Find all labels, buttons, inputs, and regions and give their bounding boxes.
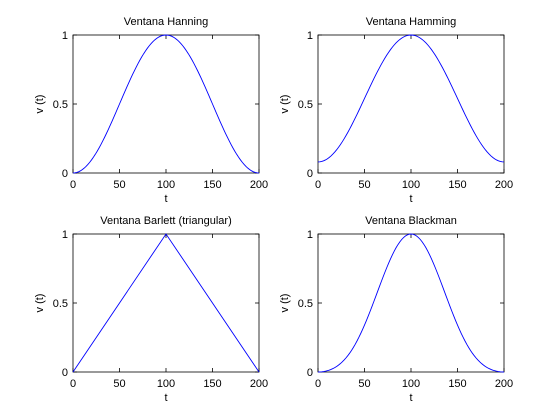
x-tick-label: 200 [495, 378, 513, 390]
x-tick-label: 0 [315, 179, 321, 191]
y-tick-label: 0.5 [298, 298, 313, 310]
x-axis-label: t [164, 392, 167, 404]
x-tick-label: 50 [358, 378, 370, 390]
subplot-1: 0 50 100 150 200 0 0.5 1 Ventana Hanning t v (t) [34, 16, 268, 205]
x-tick-label: 0 [315, 378, 321, 390]
subplot-4: 0 50 100 150 200 0 0.5 1 Ventana Blackman t v (t) [279, 215, 513, 404]
chart-title: Ventana Blackman [365, 215, 457, 227]
x-tick-label: 150 [448, 179, 466, 191]
axes-frame [317, 233, 505, 373]
y-axis-label: v (t) [34, 294, 46, 313]
y-tick-label: 0.5 [298, 99, 313, 111]
x-tick-label: 100 [157, 378, 175, 390]
y-tick-label: 0.5 [53, 298, 68, 310]
axes-frame [72, 233, 260, 373]
axes-frame [317, 34, 505, 174]
x-tick-label: 200 [495, 179, 513, 191]
x-tick-label: 150 [203, 179, 221, 191]
series-line [317, 233, 505, 373]
x-axis-label: t [164, 193, 167, 205]
x-tick-label: 100 [402, 179, 420, 191]
x-tick-label: 150 [448, 378, 466, 390]
y-tick-label: 0 [307, 367, 313, 379]
x-tick-label: 100 [402, 378, 420, 390]
x-tick-label: 0 [70, 179, 76, 191]
y-axis-label: v (t) [279, 95, 291, 114]
x-tick-label: 150 [203, 378, 221, 390]
chart-title: Ventana Barlett (triangular) [100, 215, 231, 227]
y-tick-label: 1 [62, 229, 68, 241]
subplot-3: 0 50 100 150 200 0 0.5 1 Ventana Barlett (triang… [34, 215, 268, 404]
x-tick-label: 0 [70, 378, 76, 390]
x-axis-label: t [409, 392, 412, 404]
subplot-2: 0 50 100 150 200 0 0.5 1 Ventana Hamming t v (t) [279, 16, 513, 205]
x-tick-label: 50 [113, 179, 125, 191]
x-tick-label: 200 [250, 378, 268, 390]
y-tick-label: 0 [307, 168, 313, 180]
x-tick-label: 50 [113, 378, 125, 390]
series-line [72, 233, 260, 373]
y-tick-label: 1 [307, 229, 313, 241]
series-line [317, 34, 505, 163]
y-tick-label: 0 [62, 367, 68, 379]
y-tick-label: 0 [62, 168, 68, 180]
x-tick-label: 50 [358, 179, 370, 191]
x-tick-label: 100 [157, 179, 175, 191]
series-line [72, 34, 260, 174]
y-axis-label: v (t) [279, 294, 291, 313]
y-tick-label: 1 [307, 30, 313, 42]
chart-title: Ventana Hamming [366, 16, 457, 28]
chart-title: Ventana Hanning [124, 16, 208, 28]
x-axis-label: t [409, 193, 412, 205]
axes-frame [72, 34, 260, 174]
x-tick-label: 200 [250, 179, 268, 191]
y-axis-label: v (t) [34, 95, 46, 114]
y-tick-label: 1 [62, 30, 68, 42]
y-tick-label: 0.5 [53, 99, 68, 111]
